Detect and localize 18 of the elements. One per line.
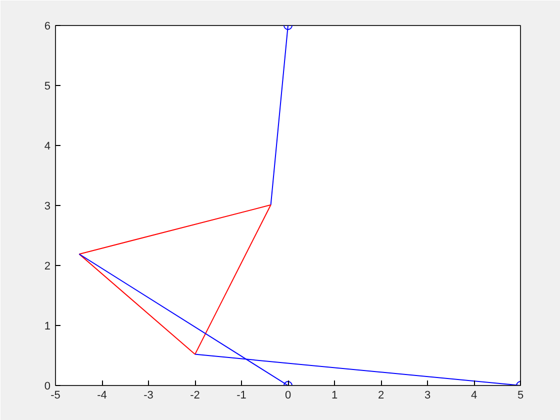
y-tick-label: 2: [44, 260, 51, 272]
x-tick-label: 1: [331, 390, 338, 402]
x-tick-label: -1: [236, 390, 246, 402]
x-tick-label: -5: [50, 390, 60, 402]
x-tick-label: 5: [517, 390, 524, 402]
x-tick-label: 2: [378, 390, 384, 402]
y-tick-label: 6: [44, 20, 51, 32]
y-tick-label: 3: [44, 200, 51, 212]
x-tick-label: 0: [284, 390, 292, 402]
x-tick-label: -2: [190, 390, 200, 402]
x-tick-label: -4: [97, 390, 107, 402]
y-tick-label: 1: [44, 320, 51, 332]
y-tick-label: 0: [44, 380, 51, 392]
y-tick-label: 5: [44, 80, 51, 92]
x-tick-label: 3: [424, 390, 431, 402]
x-tick-label: 4: [470, 390, 478, 402]
x-tick-label: -3: [144, 390, 154, 402]
y-tick-label: 4: [44, 140, 51, 152]
